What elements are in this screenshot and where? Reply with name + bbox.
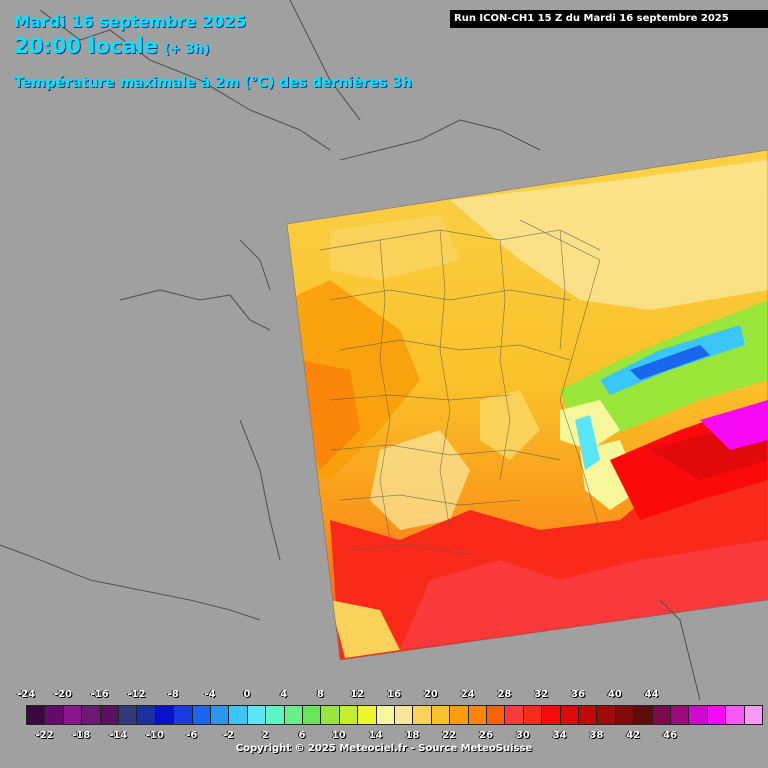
legend-top-label: 40 — [607, 689, 622, 700]
legend-bottom-label: 46 — [663, 730, 677, 741]
legend-top-label: 12 — [350, 689, 365, 700]
legend-swatch — [394, 705, 414, 725]
legend-swatch — [412, 705, 432, 725]
map-title: Température maximale à 2m (°C) des derni… — [14, 75, 412, 91]
legend-top-label: -20 — [53, 689, 72, 700]
legend-swatch — [265, 705, 285, 725]
internal-borders — [319, 219, 601, 556]
legend-swatch — [283, 705, 303, 725]
legend-top-label: 32 — [534, 689, 549, 700]
legend-swatch — [210, 705, 230, 725]
legend-bottom-label: -10 — [145, 730, 164, 741]
legend-bottom-label: 10 — [331, 730, 346, 741]
run-info: Run ICON-CH1 15 Z du Mardi 16 septembre … — [450, 10, 768, 28]
legend-swatch — [633, 705, 653, 725]
legend-swatch — [467, 705, 487, 725]
legend-swatch — [504, 705, 524, 725]
time-offset: (+ 3h) — [163, 42, 210, 57]
legend-top-label: 4 — [280, 689, 288, 700]
legend-swatch — [302, 705, 322, 725]
legend-swatch — [136, 705, 156, 725]
legend-swatch — [62, 705, 83, 725]
legend-swatch — [154, 705, 175, 725]
color-legend: -24 -20 -16 -12 -8 -4 0 4 8 12 16 20 24 28 32 36 40 44 -2… — [0, 686, 768, 768]
model-domain — [287, 150, 768, 660]
legend-swatch — [26, 705, 46, 725]
forecast-date: Mardi 16 septembre 2025 — [14, 12, 247, 31]
legend-swatch — [670, 705, 690, 725]
coastlines — [0, 0, 701, 701]
legend-swatch — [596, 705, 616, 725]
legend-swatch — [44, 705, 64, 725]
legend-bottom-label: 2 — [261, 730, 269, 741]
legend-top-label: 8 — [316, 689, 324, 700]
legend-bottom-label: 26 — [479, 730, 493, 741]
legend-bottom-label: 42 — [626, 730, 641, 741]
legend-swatch — [228, 705, 248, 725]
legend-swatch — [578, 705, 598, 725]
legend-top-label: 44 — [644, 689, 659, 700]
legend-swatch — [688, 705, 708, 725]
legend-bottom-label: -6 — [186, 730, 198, 741]
legend-bottom-label: 30 — [515, 730, 530, 741]
legend-top-label: 24 — [460, 689, 475, 700]
legend-swatch — [743, 705, 763, 725]
legend-bottom-label: -18 — [72, 730, 91, 741]
legend-top-label: -12 — [127, 689, 146, 700]
legend-swatch — [486, 705, 506, 725]
legend-swatch — [541, 705, 561, 725]
legend-swatch — [522, 705, 543, 725]
legend-bottom-label: 18 — [405, 730, 420, 741]
legend-top-label: -4 — [204, 689, 216, 700]
legend-swatch — [706, 705, 727, 725]
legend-bottom-label: 6 — [298, 730, 306, 741]
legend-swatch — [191, 705, 211, 725]
legend-swatch — [449, 705, 469, 725]
legend-top-label: -8 — [167, 689, 179, 700]
legend-top-label: 28 — [497, 689, 512, 700]
legend-bottom-label: -22 — [35, 730, 54, 741]
legend-top-label: 36 — [571, 689, 585, 700]
legend-top-label: 0 — [243, 689, 251, 700]
legend-top-label: 20 — [423, 689, 438, 700]
legend-swatch — [725, 705, 745, 725]
legend-bottom-label: 38 — [589, 730, 604, 741]
local-time: 20:00 locale — [14, 34, 158, 58]
legend-swatch — [81, 705, 101, 725]
legend-swatch — [118, 705, 138, 725]
legend-bottom-label: -2 — [222, 730, 234, 741]
legend-swatch — [651, 705, 671, 725]
legend-swatch — [99, 705, 119, 725]
legend-swatch — [320, 705, 340, 725]
legend-swatch — [430, 705, 451, 725]
legend-top-label: -16 — [90, 689, 109, 700]
legend-swatch — [246, 705, 267, 725]
legend-bottom-label: 22 — [442, 730, 457, 741]
legend-swatch — [357, 705, 377, 725]
legend-swatch — [614, 705, 635, 725]
legend-bottom-label: 34 — [552, 730, 567, 741]
copyright-text: Copyright © 2025 Meteociel.fr - Source M… — [235, 743, 533, 754]
legend-top-label: 16 — [387, 689, 401, 700]
forecast-time: 20:00 locale (+ 3h) — [14, 34, 209, 58]
legend-bottom-label: 14 — [368, 730, 383, 741]
legend-swatch — [173, 705, 193, 725]
legend-top-label: -24 — [16, 689, 36, 700]
legend-swatch — [375, 705, 395, 725]
legend-swatch — [559, 705, 579, 725]
legend-swatch — [338, 705, 359, 725]
legend-bottom-label: -14 — [108, 730, 128, 741]
